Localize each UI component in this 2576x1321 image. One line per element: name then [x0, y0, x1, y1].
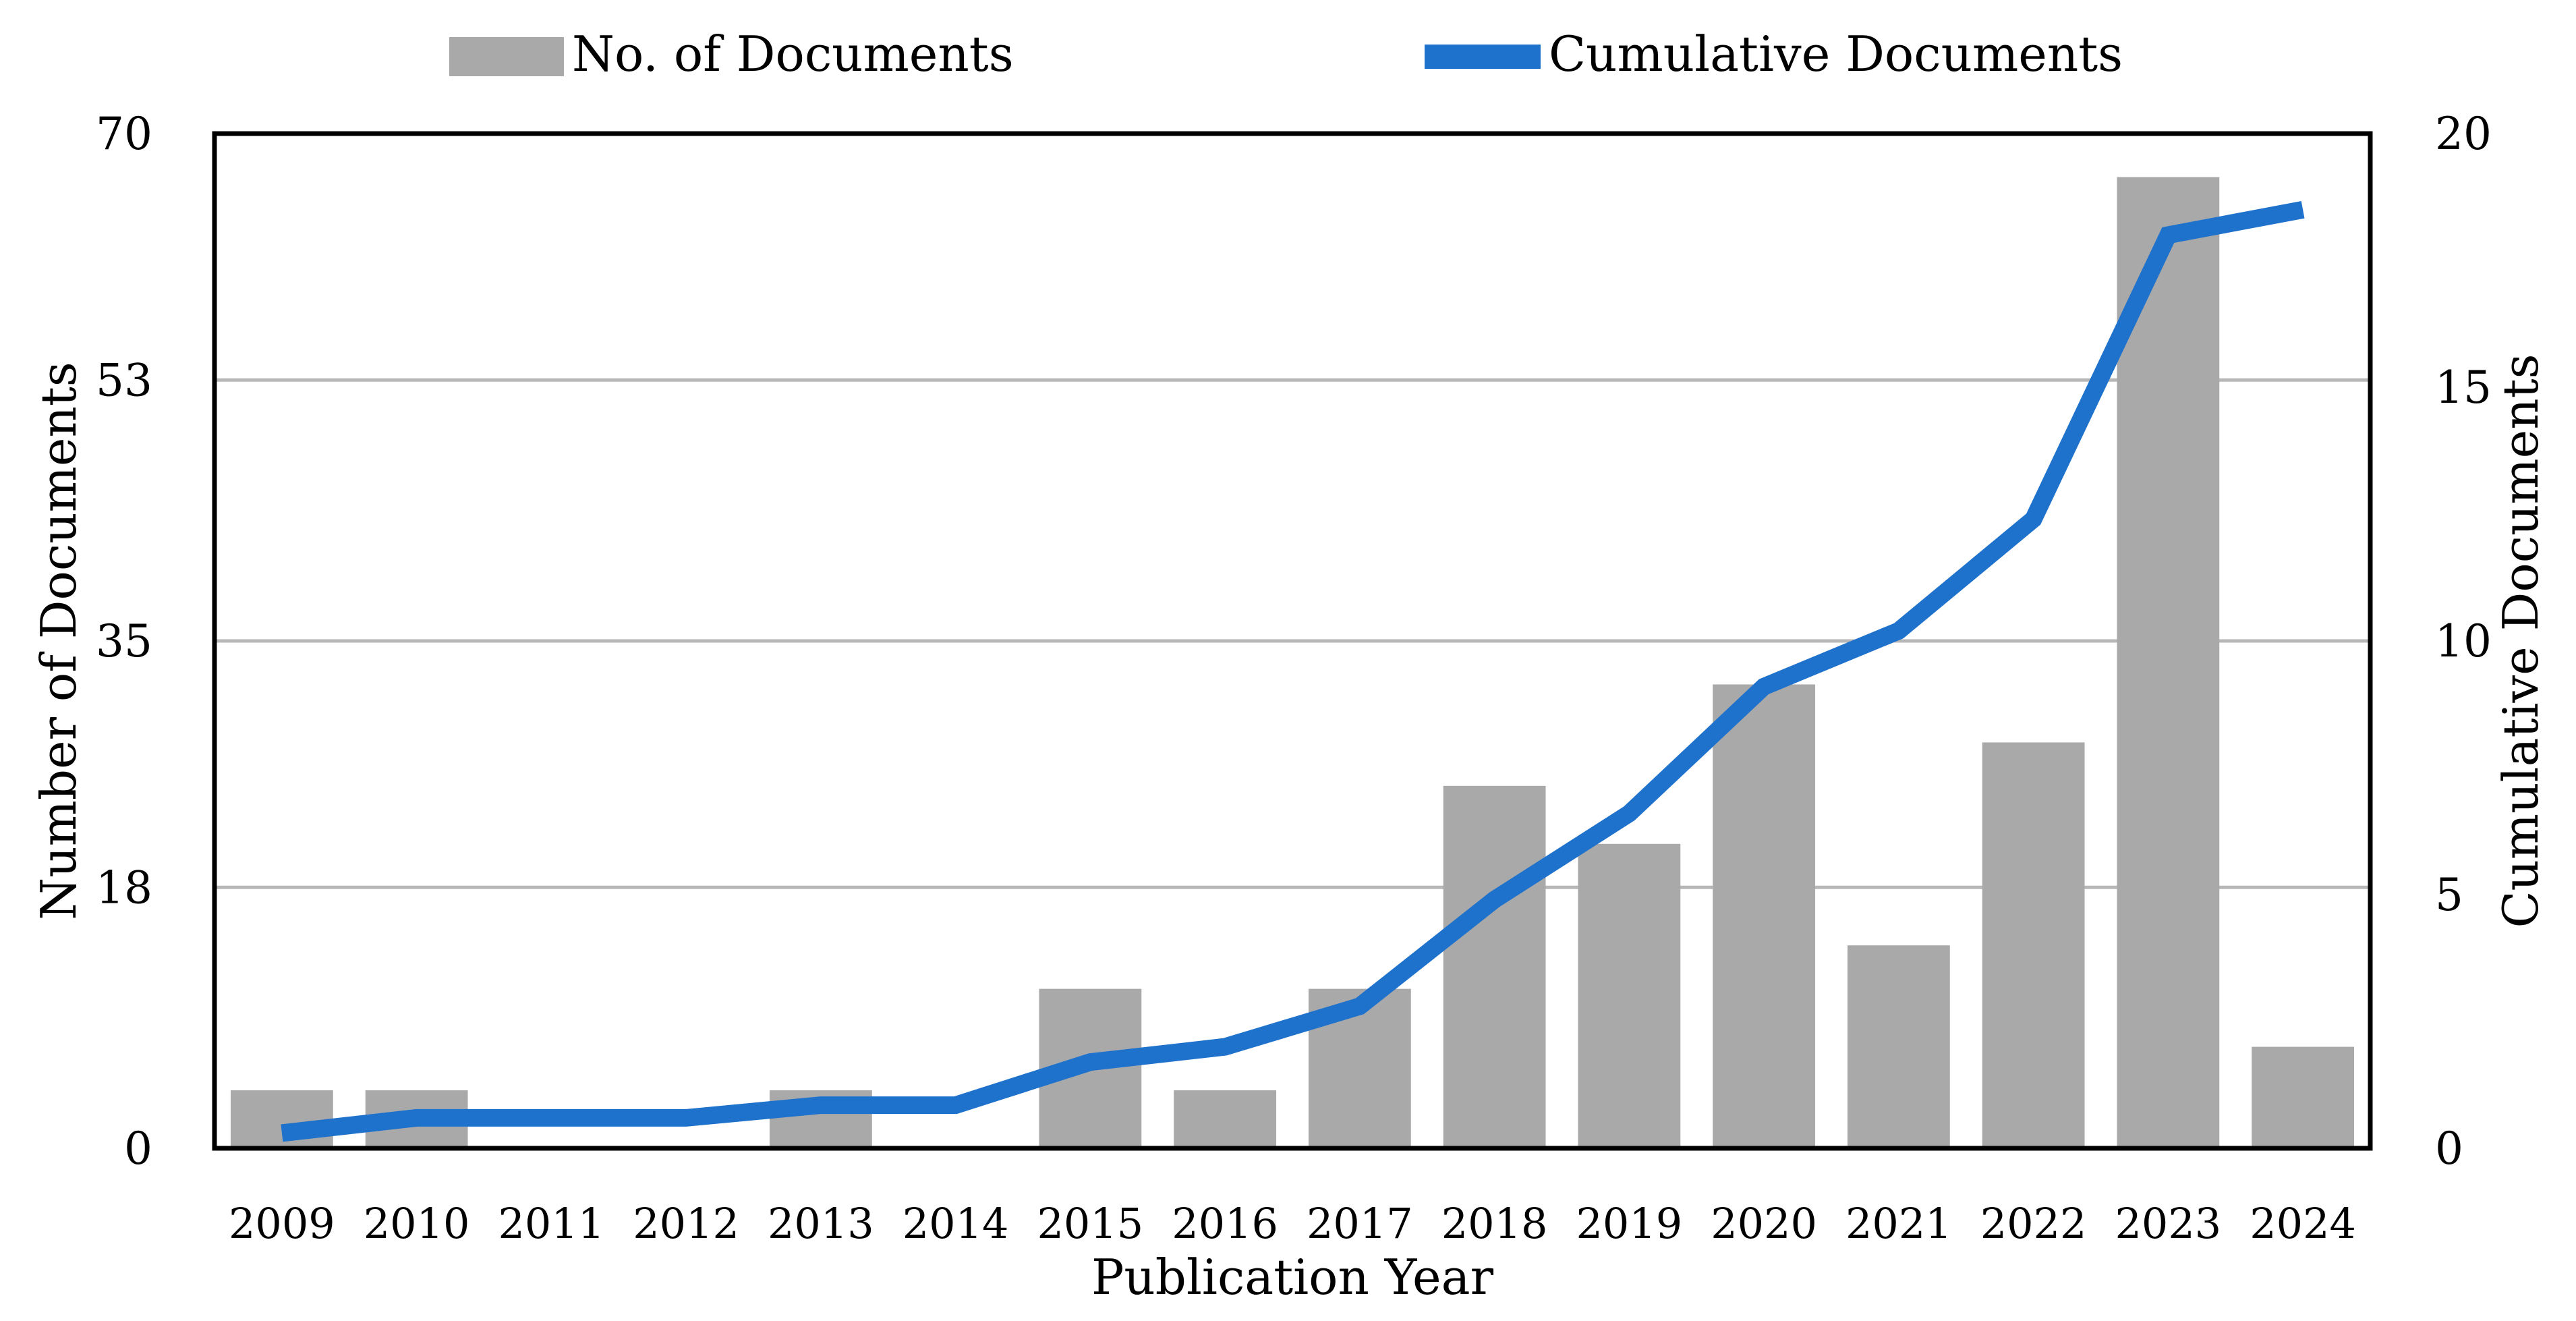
- right-tick-label: 10: [2435, 615, 2492, 667]
- legend-bar-swatch: [449, 37, 564, 76]
- right-axis-title: Cumulative Documents: [2492, 354, 2549, 928]
- left-tick-label: 70: [96, 108, 152, 160]
- x-tick-label: 2009: [229, 1199, 335, 1248]
- left-tick-label: 0: [124, 1123, 152, 1175]
- left-tick-label: 35: [96, 615, 152, 667]
- x-tick-label: 2021: [1845, 1199, 1952, 1248]
- bar-2016: [1174, 1090, 1276, 1148]
- bar-2024: [2252, 1047, 2354, 1148]
- legend-line-swatch: [1425, 45, 1541, 69]
- x-tick-label: 2024: [2250, 1199, 2356, 1248]
- bar-2021: [1848, 945, 1950, 1148]
- left-tick-label: 53: [96, 354, 152, 406]
- x-tick-label: 2016: [1172, 1199, 1278, 1248]
- x-tick-label: 2010: [364, 1199, 470, 1248]
- x-tick-label: 2012: [633, 1199, 739, 1248]
- x-tick-label: 2022: [1980, 1199, 2087, 1248]
- x-tick-label: 2015: [1037, 1199, 1143, 1248]
- x-tick-label: 2018: [1441, 1199, 1548, 1248]
- x-tick-label: 2019: [1576, 1199, 1682, 1248]
- legend-line-label: Cumulative Documents: [1549, 26, 2123, 82]
- left-axis-title: Number of Documents: [30, 362, 87, 920]
- x-tick-label: 2013: [768, 1199, 874, 1248]
- x-axis-title: Publication Year: [1091, 1249, 1494, 1305]
- x-tick-label: 2011: [498, 1199, 604, 1248]
- x-tick-label: 2017: [1307, 1199, 1413, 1248]
- bar-2019: [1578, 844, 1680, 1148]
- right-tick-label: 0: [2435, 1123, 2463, 1175]
- right-axis-ticks: 0 5 10 15 20: [2435, 108, 2492, 1175]
- right-tick-label: 5: [2435, 869, 2463, 921]
- x-tick-label: 2023: [2115, 1199, 2221, 1248]
- bar-2018: [1443, 786, 1546, 1148]
- right-tick-label: 15: [2435, 362, 2492, 414]
- bar-2020: [1713, 684, 1815, 1148]
- left-axis-ticks: 0 18 35 53 70: [96, 108, 152, 1175]
- x-axis-ticks: 2009 2010 2011 2012 2013 2014 2015 2016 2017 2018…: [229, 1199, 2356, 1248]
- bar-series: [231, 177, 2354, 1148]
- bar-2009: [231, 1090, 333, 1148]
- x-tick-label: 2020: [1711, 1199, 1817, 1248]
- x-tick-label: 2014: [903, 1199, 1009, 1248]
- bar-2022: [1982, 742, 2085, 1148]
- legend: No. of Documents Cumulative Documents: [449, 26, 2123, 82]
- right-tick-label: 20: [2435, 108, 2492, 160]
- legend-bar-label: No. of Documents: [572, 26, 1014, 82]
- left-tick-label: 18: [96, 862, 152, 914]
